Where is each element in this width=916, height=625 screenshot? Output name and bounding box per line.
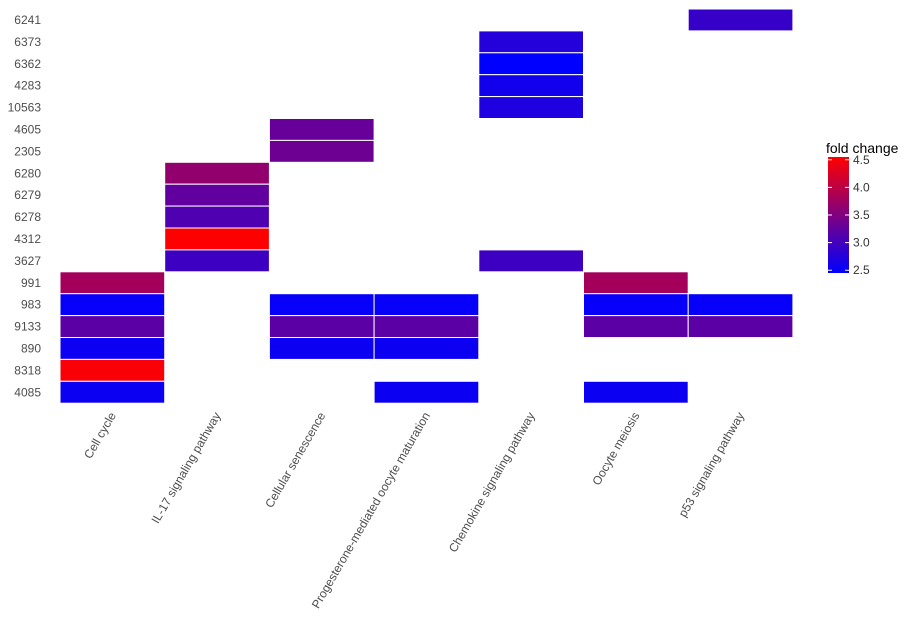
legend-tick-label: 4.0 [853, 180, 870, 194]
heatmap-cell [583, 293, 689, 317]
legend-title: fold change [826, 140, 899, 156]
heatmap-cell [478, 249, 584, 273]
legend-tick-label: 3.5 [853, 208, 870, 222]
heatmap-cell [478, 74, 584, 98]
heatmap-cell [373, 293, 480, 317]
x-tick-label: Cellular senescence [262, 409, 328, 510]
legend-ticks: 2.5 3.0 3.5 4.0 4.5 [828, 153, 870, 277]
heatmap-cell [59, 337, 166, 360]
heatmap-cell [478, 52, 584, 76]
heatmap-cell [59, 271, 166, 295]
heatmap-cell [373, 380, 480, 404]
heatmap-cell [583, 271, 689, 295]
x-tick-label: Progesterone-mediated oocyte maturation [309, 410, 433, 611]
heatmap-cell [583, 380, 689, 404]
y-axis-tick-labels: 6241 6373 6362 4283 10563 4605 2305 6280 6279 627… [8, 13, 42, 399]
y-tick-label: 6373 [14, 35, 41, 49]
heatmap-cell [164, 205, 270, 229]
heatmap-cell [59, 293, 166, 317]
x-tick-label: Cell cycle [81, 409, 119, 461]
heatmap-cell [268, 337, 375, 360]
heatmap-cell [478, 30, 584, 54]
heatmap-cell [687, 8, 794, 32]
heatmap-cell [164, 183, 270, 207]
heatmap-cell [268, 315, 375, 339]
y-tick-label: 6241 [14, 13, 41, 27]
heatmap-cell [164, 161, 270, 185]
y-tick-label: 10563 [8, 101, 42, 115]
y-tick-label: 983 [21, 298, 41, 312]
y-tick-label: 6278 [14, 210, 41, 224]
heatmap-cell [268, 293, 375, 317]
y-tick-label: 890 [21, 341, 41, 355]
x-tick-label: p53 signaling pathway [676, 410, 748, 520]
heatmap-cell [59, 358, 166, 382]
heatmap-cell [268, 139, 375, 163]
y-tick-label: 4283 [14, 79, 41, 93]
heatmap-cell [59, 315, 166, 339]
heatmap-cell [164, 227, 270, 251]
heatmap-cell [478, 96, 584, 119]
heatmap-cells [59, 8, 794, 404]
y-tick-label: 6279 [14, 188, 41, 202]
heatmap-cell [583, 315, 689, 339]
y-tick-label: 4085 [14, 385, 41, 399]
y-tick-label: 6280 [14, 166, 41, 180]
y-tick-label: 8318 [14, 363, 41, 377]
y-tick-label: 6362 [14, 57, 41, 71]
heatmap-cell [373, 337, 480, 360]
x-tick-label: Chemokine signaling pathway [446, 410, 538, 555]
legend-tick-label: 2.5 [853, 263, 870, 277]
heatmap-cell [687, 315, 794, 339]
heatmap-cell [687, 293, 794, 317]
heatmap-cell [59, 380, 166, 404]
legend-tick-label: 4.5 [853, 153, 870, 167]
x-tick-label: Oocyte meiosis [589, 410, 642, 488]
y-tick-label: 2305 [14, 144, 41, 158]
heatmap-cell [373, 315, 480, 339]
heatmap-cell [268, 118, 375, 141]
x-tick-label: IL-17 signaling pathway [148, 410, 223, 526]
legend-color-bar [828, 157, 849, 273]
legend-tick-label: 3.0 [853, 236, 870, 250]
y-tick-label: 9133 [14, 320, 41, 334]
y-tick-label: 991 [21, 276, 41, 290]
x-axis-tick-labels: Cell cycle IL-17 signaling pathway Cellula… [81, 409, 747, 610]
y-tick-label: 3627 [14, 254, 41, 268]
y-tick-label: 4605 [14, 122, 41, 136]
heatmap-cell [164, 249, 270, 273]
color-legend: fold change 2.5 3.0 3.5 4.0 4.5 [826, 140, 899, 277]
y-tick-label: 4312 [14, 232, 41, 246]
